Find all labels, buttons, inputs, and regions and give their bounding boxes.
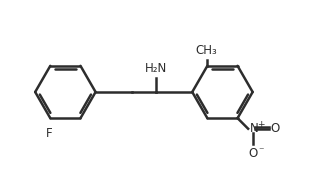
Text: CH₃: CH₃: [195, 44, 217, 57]
Text: H₂N: H₂N: [144, 62, 167, 75]
Text: N: N: [250, 122, 258, 135]
Text: +: +: [256, 120, 264, 129]
Text: F: F: [46, 127, 52, 140]
Text: O: O: [271, 122, 280, 135]
Text: ⁻: ⁻: [258, 146, 264, 156]
Text: O: O: [248, 147, 257, 160]
